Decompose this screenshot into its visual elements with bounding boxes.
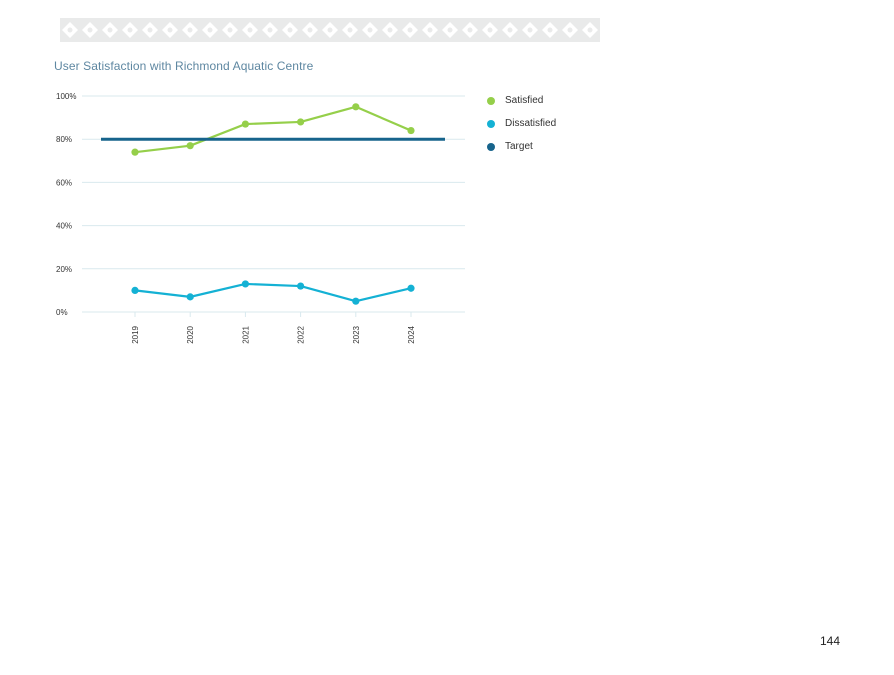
banner-motif-dot bbox=[327, 27, 333, 33]
banner-motif-dot bbox=[167, 27, 173, 33]
banner-motif-dot bbox=[367, 27, 373, 33]
banner-motif-dot bbox=[347, 27, 353, 33]
data-point-dissatisfied bbox=[131, 286, 139, 294]
data-point-dissatisfied bbox=[186, 293, 194, 301]
data-point-satisfied bbox=[407, 126, 415, 135]
banner-motif-dot bbox=[567, 27, 573, 33]
banner-motif-dot bbox=[187, 27, 193, 33]
banner-motif-dot bbox=[507, 27, 513, 33]
legend-item-satisfied: Satisfied bbox=[487, 89, 556, 112]
banner-motif-dot bbox=[407, 27, 413, 33]
y-tick-label: 20% bbox=[56, 265, 72, 274]
banner-motif-dot bbox=[447, 27, 453, 33]
x-tick-label: 2024 bbox=[407, 325, 416, 343]
x-tick-label: 2020 bbox=[186, 325, 195, 343]
data-point-dissatisfied bbox=[352, 297, 360, 305]
banner-motif-dot bbox=[227, 27, 233, 33]
banner-motif-dot bbox=[267, 27, 273, 33]
banner-motif-dot bbox=[547, 27, 553, 33]
banner-motif-dot bbox=[87, 27, 93, 33]
banner-motif-dot bbox=[427, 27, 433, 33]
banner-motif-dot bbox=[147, 27, 153, 33]
banner-motif-dot bbox=[387, 27, 393, 33]
x-tick-label: 2019 bbox=[131, 325, 140, 343]
data-point-dissatisfied bbox=[407, 284, 415, 292]
legend-swatch-dissatisfied bbox=[487, 119, 495, 128]
legend-item-target: Target bbox=[487, 135, 556, 158]
legend-label-satisfied: Satisfied bbox=[505, 95, 544, 106]
legend: Satisfied Dissatisfied Target bbox=[487, 89, 556, 158]
x-tick-label: 2022 bbox=[297, 325, 306, 343]
y-axis-tick-labels: 0% 20% 40% 60% 80% 100% bbox=[56, 92, 76, 317]
x-tick-label: 2021 bbox=[241, 325, 250, 343]
data-point-dissatisfied bbox=[297, 282, 305, 290]
banner-motif-dot bbox=[67, 27, 73, 33]
banner-motif-dot bbox=[487, 27, 493, 33]
banner-motif-dot bbox=[467, 27, 473, 33]
data-point-satisfied bbox=[131, 148, 139, 156]
legend-item-dissatisfied: Dissatisfied bbox=[487, 112, 556, 135]
decorative-pattern-banner bbox=[60, 18, 600, 42]
banner-motif-dot bbox=[247, 27, 253, 33]
data-point-satisfied bbox=[352, 103, 360, 111]
banner-motif-dot bbox=[287, 27, 293, 33]
y-tick-label: 80% bbox=[56, 135, 72, 144]
series-line-dissatisfied bbox=[134, 282, 412, 303]
data-point-dissatisfied bbox=[241, 280, 249, 288]
data-point-satisfied bbox=[186, 142, 194, 150]
y-tick-label: 40% bbox=[56, 222, 72, 231]
data-point-satisfied bbox=[241, 120, 249, 128]
y-tick-label: 60% bbox=[56, 178, 72, 187]
series-line-satisfied bbox=[134, 105, 412, 154]
data-point-satisfied bbox=[297, 118, 305, 126]
x-tick-label: 2023 bbox=[352, 325, 361, 343]
banner-motif-dot bbox=[527, 27, 533, 33]
page-number: 144 bbox=[820, 634, 841, 648]
legend-label-dissatisfied: Dissatisfied bbox=[505, 118, 557, 129]
y-tick-label: 0% bbox=[56, 308, 68, 317]
series-lines bbox=[101, 103, 445, 305]
banner-motif-dot bbox=[107, 27, 113, 33]
banner-motif-dot bbox=[207, 27, 213, 33]
legend-label-target: Target bbox=[505, 141, 533, 152]
legend-swatch-target bbox=[487, 142, 495, 151]
banner-motif-dot bbox=[307, 27, 313, 33]
y-tick-label: 100% bbox=[56, 92, 76, 101]
banner-motif-dot bbox=[587, 27, 593, 33]
chart-title: User Satisfaction with Richmond Aquatic … bbox=[54, 59, 314, 73]
legend-swatch-satisfied bbox=[487, 96, 495, 105]
banner-motif-dot bbox=[127, 27, 133, 33]
x-axis-tick-labels: 2019 2020 2021 2022 2023 2024 bbox=[131, 312, 416, 344]
